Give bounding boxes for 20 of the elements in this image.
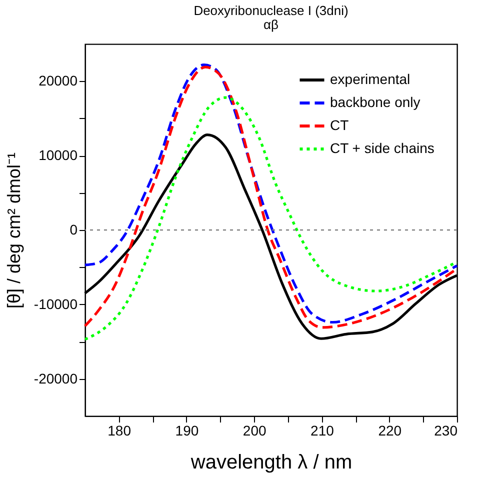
line-series bbox=[84, 96, 458, 341]
x-tick-label: 200 bbox=[242, 422, 266, 438]
x-axis-title: wavelength λ / nm bbox=[190, 452, 352, 474]
y-tick-label: 20000 bbox=[38, 72, 78, 89]
x-tick-label: 210 bbox=[310, 422, 334, 438]
x-tick-label: 230 bbox=[434, 422, 458, 438]
y-axis-title: [θ] / deg cm² dmol⁻¹ bbox=[4, 152, 24, 309]
x-tick-label: 180 bbox=[108, 422, 132, 438]
y-tick-label: -10000 bbox=[34, 296, 78, 312]
chart-subtitle: αβ bbox=[264, 17, 278, 32]
chart-title: Deoxyribonuclease I (3dni) bbox=[194, 3, 348, 18]
y-tick-label: 10000 bbox=[38, 147, 78, 164]
legend-label: experimental bbox=[330, 71, 410, 87]
x-tick-label: 220 bbox=[378, 422, 402, 438]
y-tick-label: -20000 bbox=[34, 370, 78, 386]
legend-label: CT + side chains bbox=[330, 140, 434, 156]
y-tick-label: 0 bbox=[70, 222, 78, 238]
x-tick-label: 190 bbox=[175, 422, 199, 438]
legend-label: backbone only bbox=[330, 94, 420, 110]
legend-label: CT bbox=[330, 117, 350, 133]
